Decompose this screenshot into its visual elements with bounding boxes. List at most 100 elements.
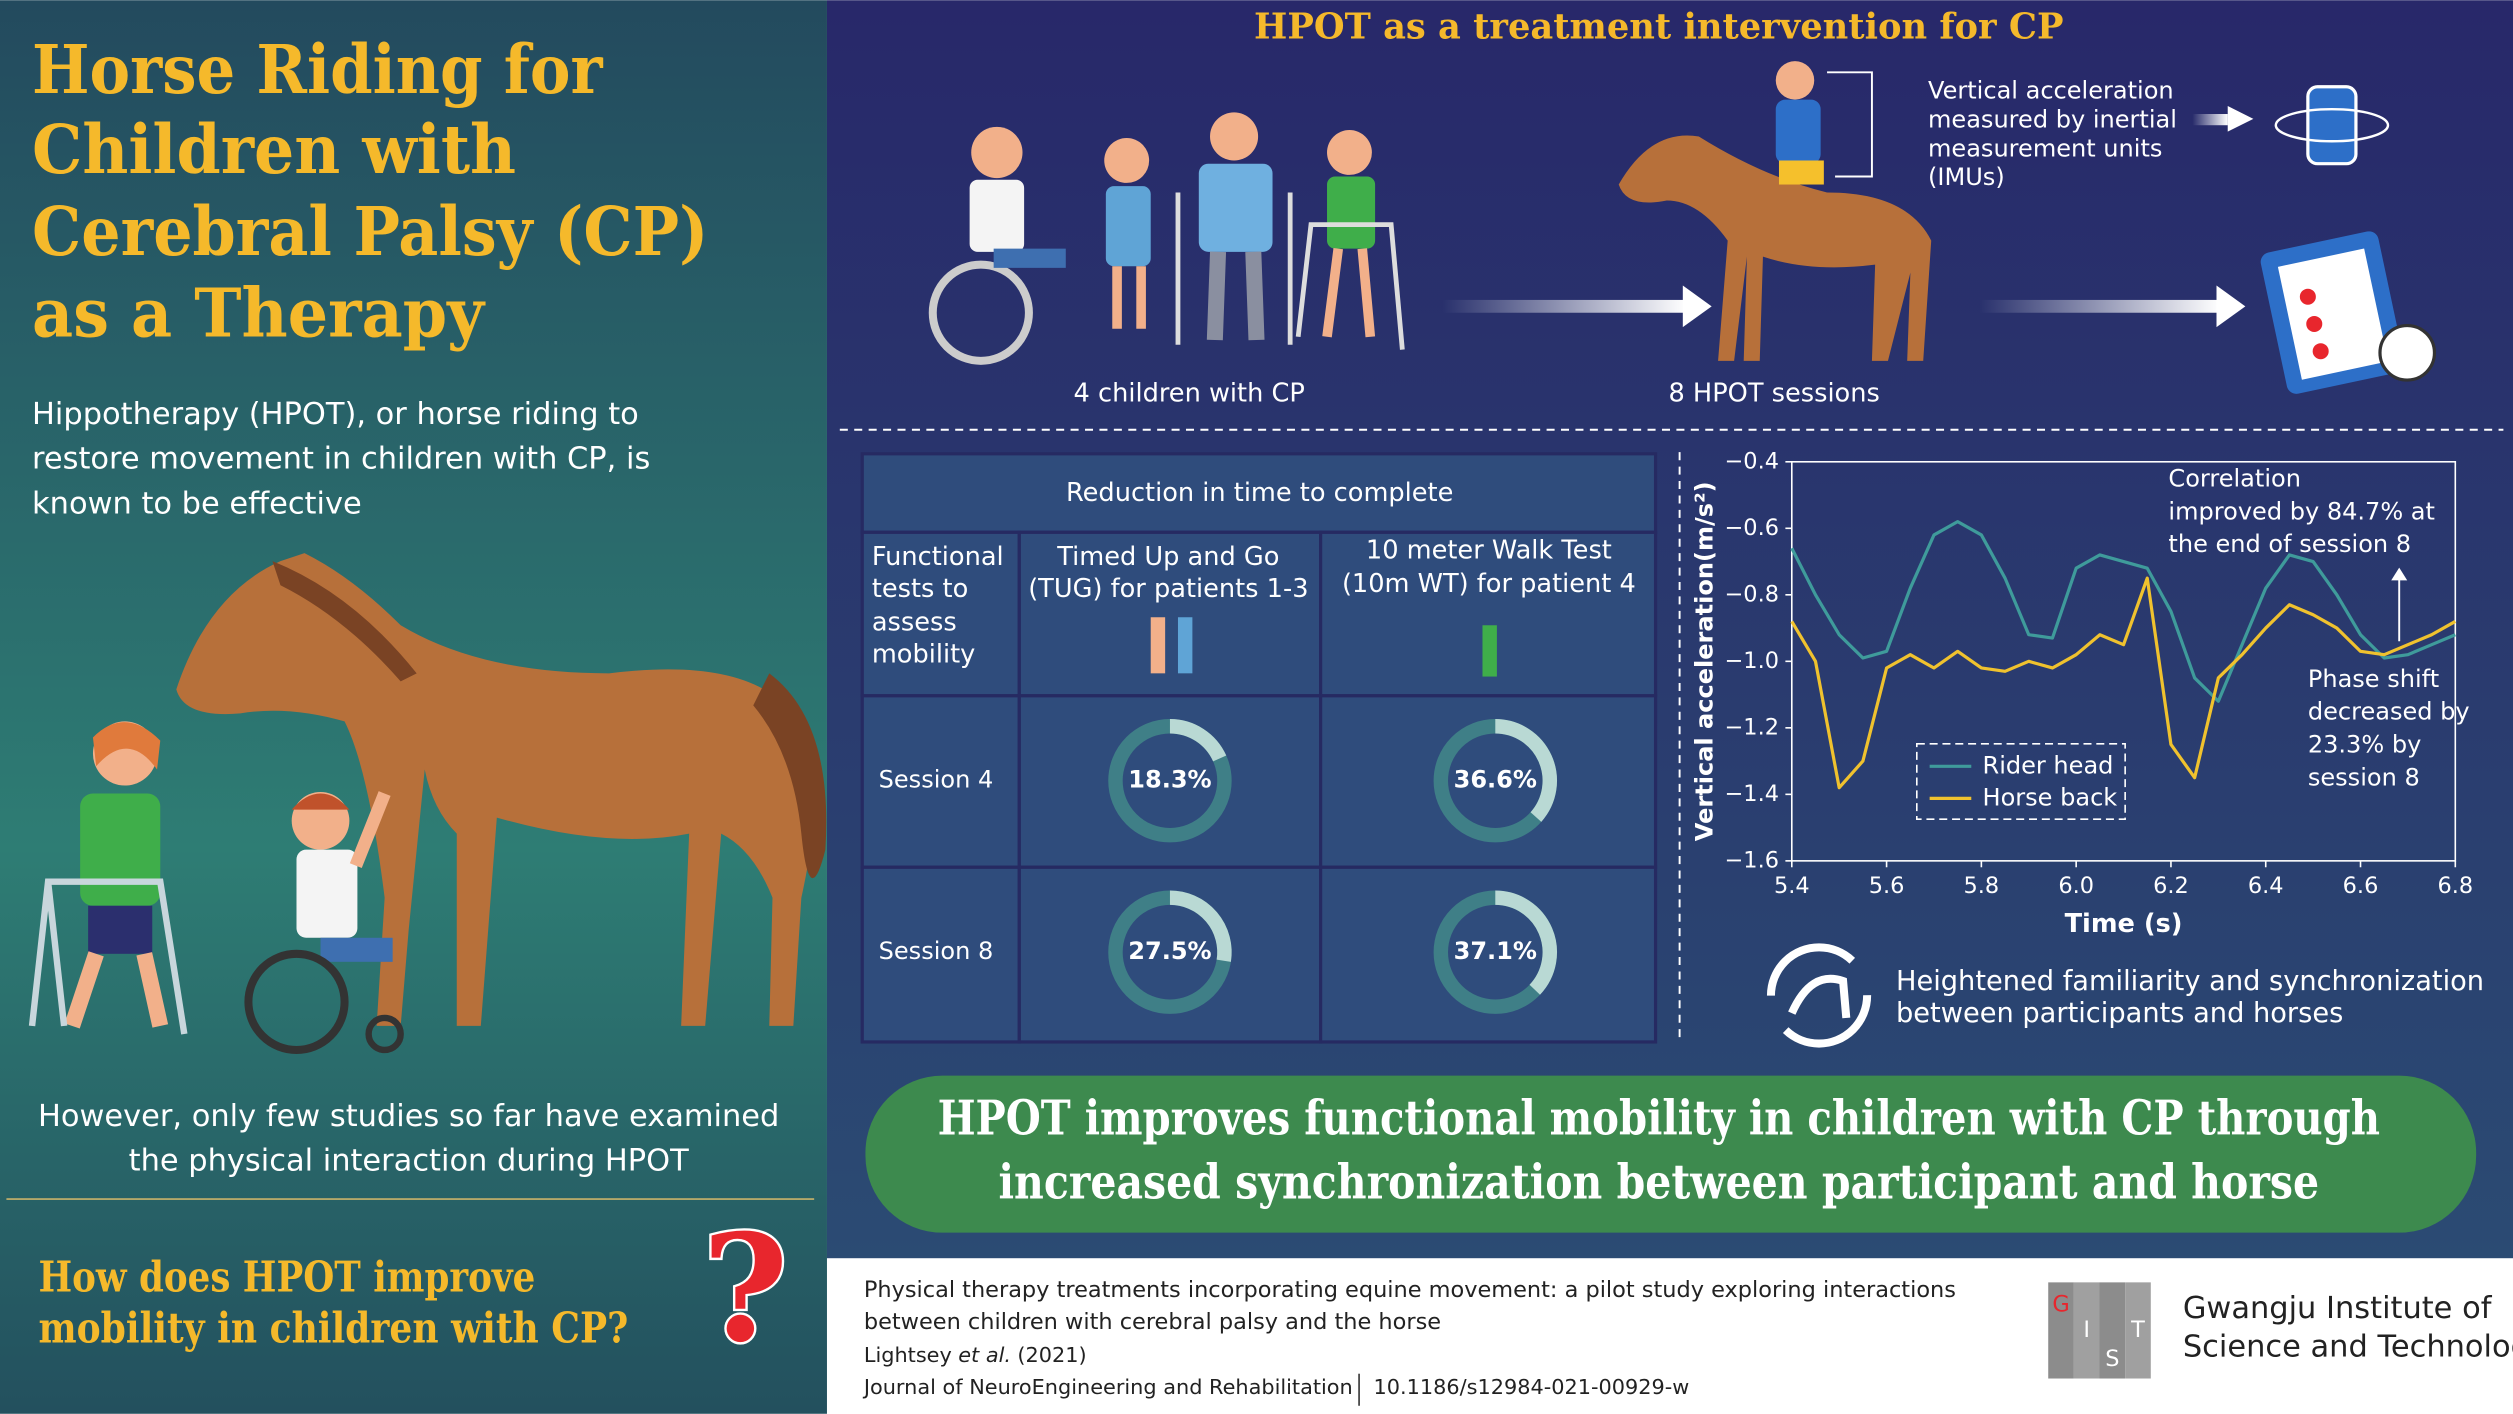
child-wheelchair-illustration [244,949,349,1054]
child-wheelchair-illustration [291,793,350,810]
child-walker-illustration [28,721,188,1035]
gist-logo [2125,1282,2151,1379]
legend-box [1916,743,2126,820]
sync-icon [1766,943,1872,1048]
measurement-line: measurement units [1928,134,2162,162]
child-wheelchair-illustration [244,791,404,1054]
question-mark: ? [702,1202,788,1375]
children-icon [1482,625,1497,677]
conclusion-line: HPOT improves functional mobility in chi… [938,1091,2380,1147]
x-tick-label: 5.4 [1774,873,1810,899]
children-illustration [1105,186,1151,267]
sessions-label: 8 HPOT sessions [1668,378,1879,408]
horse-rider-illustration [1775,99,1821,164]
y-axis-title: Vertical acceleration(m/s²) [1690,481,1718,841]
row-header-line: Functional [872,542,1004,572]
table-grid [860,452,1658,534]
row-label: Session 4 [879,766,994,794]
imu-icon [2306,85,2358,166]
title-line: Horse Riding for [32,30,604,109]
children-illustration [993,248,1066,268]
arrow [1979,299,2220,313]
chart-annotation: improved by 84.7% at [2168,497,2435,525]
legend-label: Rider head [1983,751,2114,779]
y-tick-label: −1.0 [1725,648,1779,674]
horse-illustration [176,553,815,1026]
y-tick-label: −1.2 [1725,714,1779,740]
imu-icon [2274,107,2390,143]
horse-rider-illustration [1827,71,1873,178]
horse-rider-illustration [1618,61,1932,361]
children-illustration [1327,176,1376,249]
children-illustration [1210,112,1259,161]
question-line: How does HPOT improve [38,1252,535,1301]
conclusion-banner [865,1075,2477,1233]
x-tick-label: 6.8 [2437,873,2473,899]
gist-logo [2048,1282,2074,1379]
column-header: 10 meter Walk Test [1366,536,1612,566]
sync-line: Heightened familiarity and synchronizati… [1896,966,2484,997]
children-illustration [1198,163,1273,252]
x-tick-label: 6.2 [2153,873,2189,899]
donut-segment [1495,719,1557,822]
clipboard-icon [2260,231,2437,394]
arrow [2192,114,2228,126]
sync-icon [1788,974,1851,1019]
limitation-line: the physical interaction during HPOT [129,1144,689,1179]
title-line: as a Therapy [32,274,486,353]
arrow [1442,105,2254,328]
conclusion-line: increased synchronization between partic… [998,1155,2319,1211]
logo-letter: I [2083,1317,2090,1343]
child-wheelchair-illustration [365,1014,404,1054]
question-line: mobility in children with CP? [38,1304,628,1353]
x-tick-label: 6.6 [2343,873,2379,899]
horse-rider-illustration [1775,61,1815,100]
child-wheelchair-illustration [296,849,358,938]
chart-annotation: 23.3% by [2308,730,2421,758]
donut-segment [1495,890,1557,995]
gist-logo [2099,1282,2126,1379]
logo-letter: S [2105,1346,2119,1372]
title-line: Children with [32,110,516,189]
table-grid [1017,530,1323,698]
donut-label: 37.1% [1454,937,1537,965]
gist-logo [2073,1282,2100,1379]
limitation-line: However, only few studies so far have ex… [38,1099,779,1134]
children-illustration [971,126,1023,179]
children-illustration [1295,222,1405,350]
y-tick-label: −0.4 [1725,448,1779,474]
clipboard-icon [2306,315,2323,332]
table-grid [860,865,1021,1044]
child-walker-illustration [88,905,153,954]
row-header-line: assess [872,608,957,638]
logo-letter: T [2130,1317,2145,1343]
clipboard-icon [2277,248,2389,380]
y-tick-label: −0.6 [1725,515,1779,541]
et-al: et al. [958,1343,1011,1367]
intro-line: restore movement in children with CP, is [32,442,650,477]
children-illustration [1112,266,1146,329]
clipboard-icon [2299,288,2316,305]
horse-rider-illustration [1618,135,1932,361]
children-illustration [969,179,1025,252]
arrow [2227,105,2254,132]
x-tick-label: 5.8 [1964,873,2000,899]
logo-letter: G [2052,1291,2069,1317]
children-illustration [1322,248,1376,338]
children-illustration [928,112,1405,365]
table-grid [860,530,1021,698]
clipboard-icon [2378,323,2437,382]
donut-segment [1169,890,1232,962]
child-walker-illustration [92,722,161,770]
institute: Science and Technology [2183,1330,2513,1365]
row-header-line: tests to [872,574,968,604]
children-illustration [1104,138,1150,183]
intro-line: Hippotherapy (HPOT), or horse riding to [32,397,639,432]
donut-group: 18.3% 36.6% 27.5% 37.1% [1108,719,1558,1014]
horse-illustration [753,673,827,879]
paper-title: Physical therapy treatments incorporatin… [864,1277,1956,1303]
institute: Gwangju Institute of [2183,1291,2493,1326]
column-header: (10m WT) for patient 4 [1342,569,1636,599]
table-header: Reduction in time to complete [1066,478,1453,508]
